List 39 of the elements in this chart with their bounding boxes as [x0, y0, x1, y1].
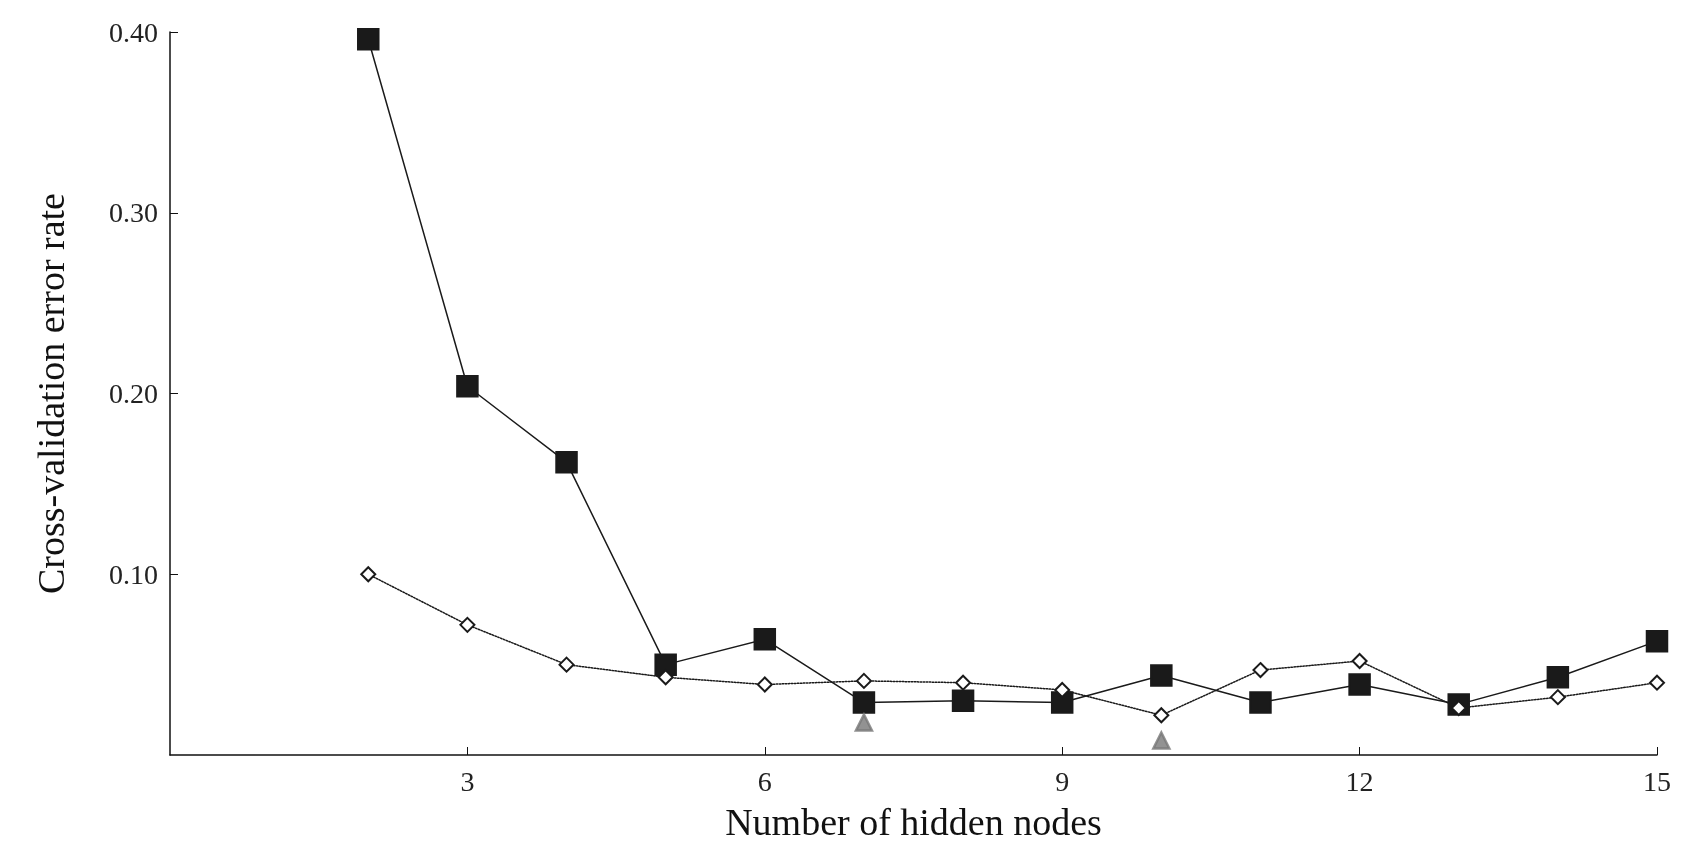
point	[756, 676, 773, 693]
x-tick-label: 9	[1055, 765, 1070, 797]
point	[1549, 689, 1566, 706]
point	[657, 669, 674, 686]
point	[854, 713, 874, 732]
x-tick-label: 3	[460, 765, 475, 797]
point	[852, 691, 876, 714]
point	[1152, 731, 1171, 750]
point	[654, 653, 677, 676]
point	[1249, 691, 1272, 714]
point	[855, 672, 872, 689]
point	[456, 375, 479, 398]
point	[1252, 662, 1269, 679]
point	[1546, 666, 1570, 689]
y-axis-title: Cross-validation error rate	[30, 193, 72, 594]
point	[1153, 707, 1170, 724]
point	[360, 566, 377, 583]
point	[1649, 674, 1665, 691]
point	[555, 450, 578, 474]
y-tick-label: 0.30	[109, 197, 158, 229]
point	[955, 674, 972, 691]
point	[357, 27, 380, 51]
point	[459, 616, 476, 633]
x-tick-label: 6	[757, 765, 772, 797]
point	[1150, 664, 1173, 687]
point	[1054, 681, 1071, 698]
y-tick-label: 0.10	[109, 558, 158, 590]
point	[1351, 653, 1368, 670]
point	[951, 689, 975, 713]
point	[558, 656, 575, 673]
point	[753, 628, 777, 651]
point	[1645, 629, 1669, 653]
x-axis-title: Number of hidden nodes	[725, 801, 1102, 843]
y-tick-label: 0.20	[109, 378, 158, 409]
x-tick-label: 12	[1345, 765, 1374, 797]
point	[1348, 673, 1371, 696]
x-tick-label: 15	[1643, 765, 1671, 797]
point	[1050, 691, 1074, 714]
y-tick-label: 0.40	[109, 16, 158, 48]
